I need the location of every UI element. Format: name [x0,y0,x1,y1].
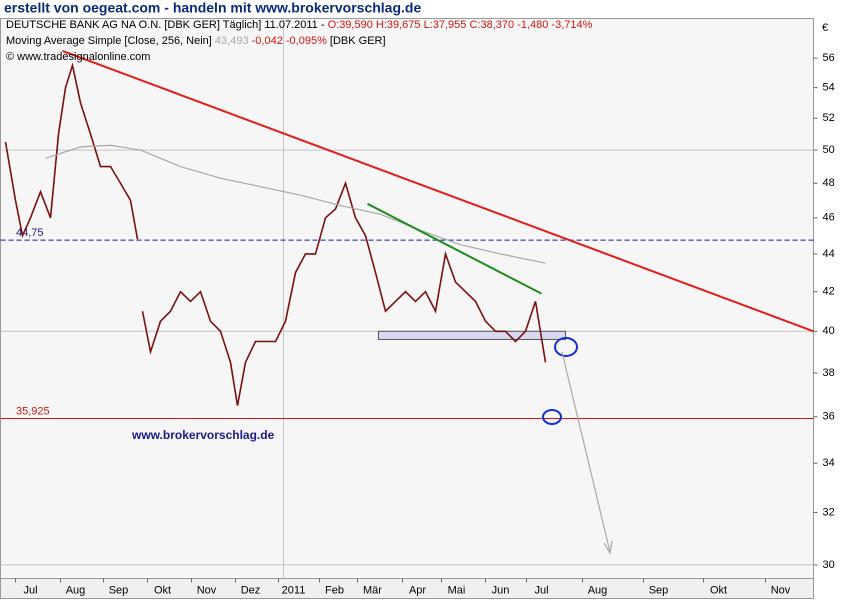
legend-name: DEUTSCHE BANK AG NA O.N. [DBK GER] Tägli… [6,19,325,31]
y-tick-label: 52 [823,112,835,124]
x-tick-label: Jun [492,584,510,596]
y-tick-label: 56 [823,52,835,64]
legend-line-1: DEUTSCHE BANK AG NA O.N. [DBK GER] Tägli… [6,19,593,31]
y-tick-label: 34 [823,457,835,469]
x-tick-label: Aug [588,584,608,596]
legend-symbol: [DBK GER] [330,35,386,47]
y-tick-label: 38 [823,367,835,379]
y-tick-label: 46 [823,212,835,224]
x-axis-area [0,578,814,599]
x-tick-label: Nov [197,584,217,596]
price-line [45,144,546,264]
plot-area [0,18,814,579]
price-line [4,62,547,406]
x-tick-label: Mär [363,584,382,596]
x-tick-label: Jul [23,584,37,596]
x-tick-label: Jul [534,584,548,596]
copyright: © www.tradesignalonline.com [6,51,150,63]
legend-change: -0,042 -0,095% [252,35,327,47]
y-tick-label: 32 [823,506,835,518]
highlight-circle [554,337,578,357]
currency: € [822,22,828,34]
legend-values: O:39,590 H:39,675 L:37,955 C:38,370 -1,4… [328,19,593,31]
x-tick-label: Apr [409,584,426,596]
support-box [378,330,566,340]
y-tick-label: 36 [823,411,835,423]
legend-last: 43,493 [215,35,249,47]
y-tick-label: 54 [823,82,835,94]
trend-line [62,49,814,333]
legend-name: Moving Average Simple [Close, 256, Nein] [6,35,212,47]
arrow-head [603,540,613,555]
banner: erstellt von oegeat.com - handeln mit ww… [4,0,421,16]
highlight-circle [542,409,562,425]
y-tick-label: 40 [823,325,835,337]
y-tick-label: 42 [823,286,835,298]
legend-line-2: Moving Average Simple [Close, 256, Nein]… [6,35,386,47]
x-tick-label: Okt [710,584,727,596]
y-tick-label: 48 [823,177,835,189]
projection-arrow [561,351,611,553]
x-tick-label: Nov [771,584,791,596]
x-tick-label: Aug [66,584,86,596]
level-label: 35,925 [16,405,50,417]
x-tick-label: Sep [649,584,669,596]
x-tick-label: Mai [448,584,466,596]
y-tick-label: 44 [823,248,835,260]
x-tick-label: 2011 [282,584,306,596]
x-tick-label: Okt [154,584,171,596]
y-tick-label: 50 [823,144,835,156]
watermark: www.brokervorschlag.de [131,428,275,442]
x-tick-label: Dez [241,584,261,596]
plot: 30 32 34 36 38 40 42 44 46 48 50 52 54 56 Jul Aug Sep Okt… [0,18,835,596]
trend-line [367,202,542,295]
level-label: 44,75 [16,227,44,239]
y-tick-label: 30 [823,559,835,571]
x-tick-label: Feb [325,584,344,596]
x-tick-label: Sep [109,584,129,596]
